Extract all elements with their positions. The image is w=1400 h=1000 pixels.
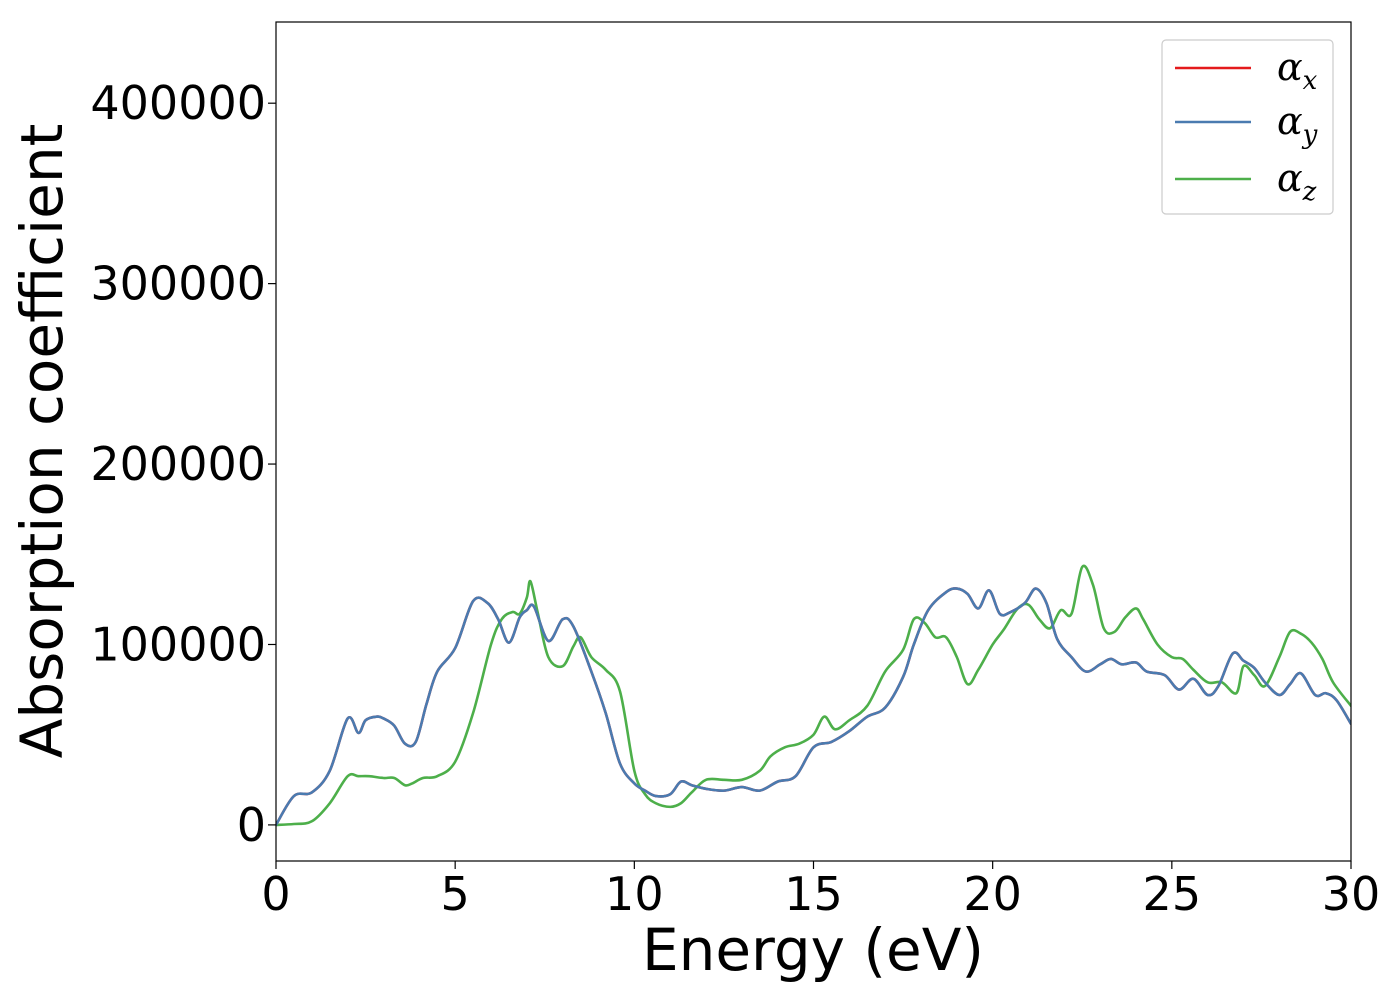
y-tick-label: 300000 [90, 257, 266, 311]
legend-label-z: αz [1277, 156, 1317, 207]
series-layer [276, 564, 1351, 827]
x-tick-label: 10 [605, 867, 664, 921]
x-tick-label: 15 [784, 867, 843, 921]
x-tick-label: 30 [1322, 867, 1381, 921]
legend-label-x: αx [1277, 45, 1318, 96]
x-axis-title: Energy (eV) [642, 916, 984, 984]
y-tick-label: 400000 [90, 76, 266, 130]
legend-frame [1161, 39, 1334, 215]
x-tick-label: 20 [963, 867, 1022, 921]
legend-label-y: αy [1277, 99, 1318, 150]
series-line-z [276, 564, 1351, 827]
y-tick-label: 200000 [90, 437, 266, 491]
x-tick-label: 5 [441, 867, 470, 921]
x-tick-label: 25 [1143, 867, 1202, 921]
ticks-layer: 0 5 10 15 20 25 30 0 100000 200000 300000 400000 [90, 76, 1380, 921]
y-tick-label: 0 [237, 798, 266, 852]
y-axis-title: Absorption coefficient [8, 124, 76, 759]
y-tick-label: 100000 [90, 617, 266, 671]
x-tick-label: 0 [261, 867, 290, 921]
series-line-y [276, 587, 1351, 827]
